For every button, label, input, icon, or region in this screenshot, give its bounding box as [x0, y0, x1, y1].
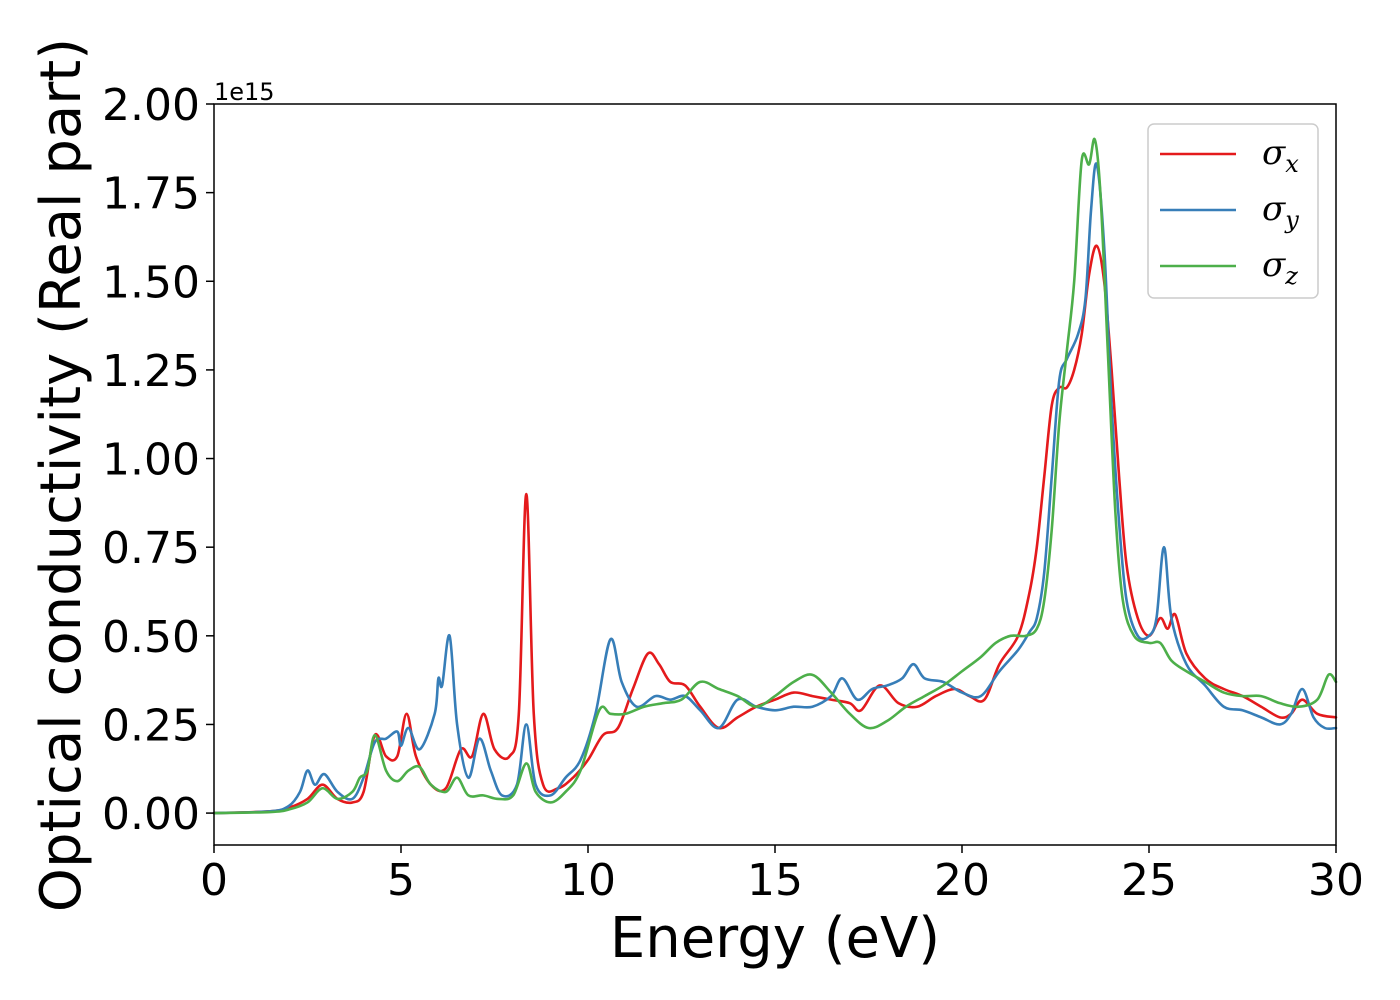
y-tick-label: 0.75 — [102, 523, 200, 574]
x-tick-label: 0 — [200, 855, 228, 906]
y-tick-label: 2.00 — [102, 80, 200, 131]
x-tick-label: 25 — [1121, 855, 1177, 906]
x-tick-label: 20 — [934, 855, 990, 906]
x-axis-ticks: 0 5 10 15 20 25 30 — [200, 845, 1364, 906]
series-line-y — [212, 162, 1338, 815]
x-tick-label: 15 — [747, 855, 803, 906]
series-line-z — [212, 137, 1338, 815]
y-tick-label: 1.75 — [102, 169, 200, 220]
x-tick-label: 30 — [1308, 855, 1364, 906]
series-line-x — [212, 244, 1338, 815]
x-tick-label: 5 — [387, 855, 415, 906]
y-axis-label: Optical conductivity (Real part) — [29, 38, 94, 912]
legend-subscript: z — [1284, 262, 1298, 290]
y-tick-label: 1.00 — [102, 435, 200, 486]
x-axis-label: Energy (eV) — [610, 906, 940, 971]
y-offset-label: 1e15 — [214, 78, 275, 106]
y-tick-label: 1.25 — [102, 346, 200, 397]
y-tick-label: 1.50 — [102, 257, 200, 308]
y-tick-label: 0.00 — [102, 789, 200, 840]
series-layer — [212, 137, 1338, 815]
legend-subscript: x — [1285, 150, 1299, 178]
x-tick-label: 10 — [560, 855, 616, 906]
y-tick-label: 0.25 — [102, 700, 200, 751]
y-axis-ticks: 0.00 0.25 0.50 0.75 1.00 1.25 1.50 1.75 2.00 — [102, 80, 214, 840]
legend-subscript: y — [1284, 206, 1299, 234]
y-tick-label: 0.50 — [102, 612, 200, 663]
